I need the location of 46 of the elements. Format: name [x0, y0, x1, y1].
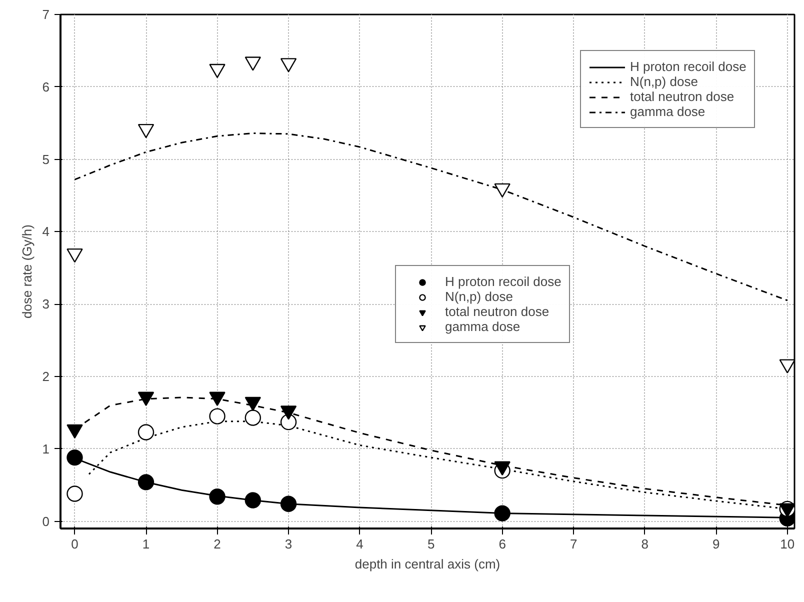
x-tick-label: 0	[71, 536, 78, 552]
y-tick-label: 3	[42, 296, 50, 312]
x-tick-label: 3	[284, 536, 292, 552]
x-tick-label: 2	[214, 536, 221, 552]
point	[244, 56, 262, 71]
y-tick-label: 2	[42, 368, 50, 384]
legend-label: total neutron dose	[630, 89, 734, 104]
point	[66, 486, 83, 502]
point	[280, 496, 297, 512]
legend-label: H proton recoil dose	[630, 59, 746, 74]
point	[66, 449, 83, 466]
x-tick-label: 8	[641, 536, 648, 552]
point	[209, 64, 226, 78]
x-tick-label: 10	[780, 536, 795, 552]
x-axis-title: depth in central axis (cm)	[354, 556, 500, 572]
legend-label: N(n,p) dose	[445, 289, 513, 304]
point	[494, 183, 510, 198]
x-tick-label: 6	[498, 536, 506, 552]
y-axis-title: dose rate (Gy/h)	[19, 224, 34, 318]
y-tick-label: 4	[42, 224, 50, 240]
x-tick-label: 4	[356, 536, 364, 552]
y-tick-label: 1	[42, 441, 50, 456]
point	[138, 474, 154, 490]
point	[209, 488, 226, 505]
x-tick-label: 7	[570, 536, 578, 552]
point	[138, 424, 154, 440]
point	[209, 408, 226, 424]
legend-label: gamma dose	[630, 104, 706, 119]
x-tick-label: 5	[427, 536, 435, 552]
legend-label: total neutron dose	[445, 304, 550, 319]
y-tick-label: 5	[42, 152, 50, 167]
point	[280, 58, 297, 72]
point	[494, 505, 510, 522]
point	[244, 410, 262, 426]
y-tick-label: 6	[42, 79, 50, 94]
legend-label: gamma dose	[445, 319, 520, 334]
point	[138, 124, 154, 138]
y-tick-label: 0	[42, 514, 50, 529]
point	[66, 248, 83, 263]
x-tick-label: 1	[142, 536, 150, 552]
y-tick-label: 7	[42, 7, 50, 22]
x-tick-label: 9	[712, 536, 720, 552]
legend-label: N(n,p) dose	[630, 74, 698, 89]
point	[779, 359, 794, 374]
legend-label: H proton recoil dose	[445, 274, 562, 289]
point	[244, 492, 262, 508]
